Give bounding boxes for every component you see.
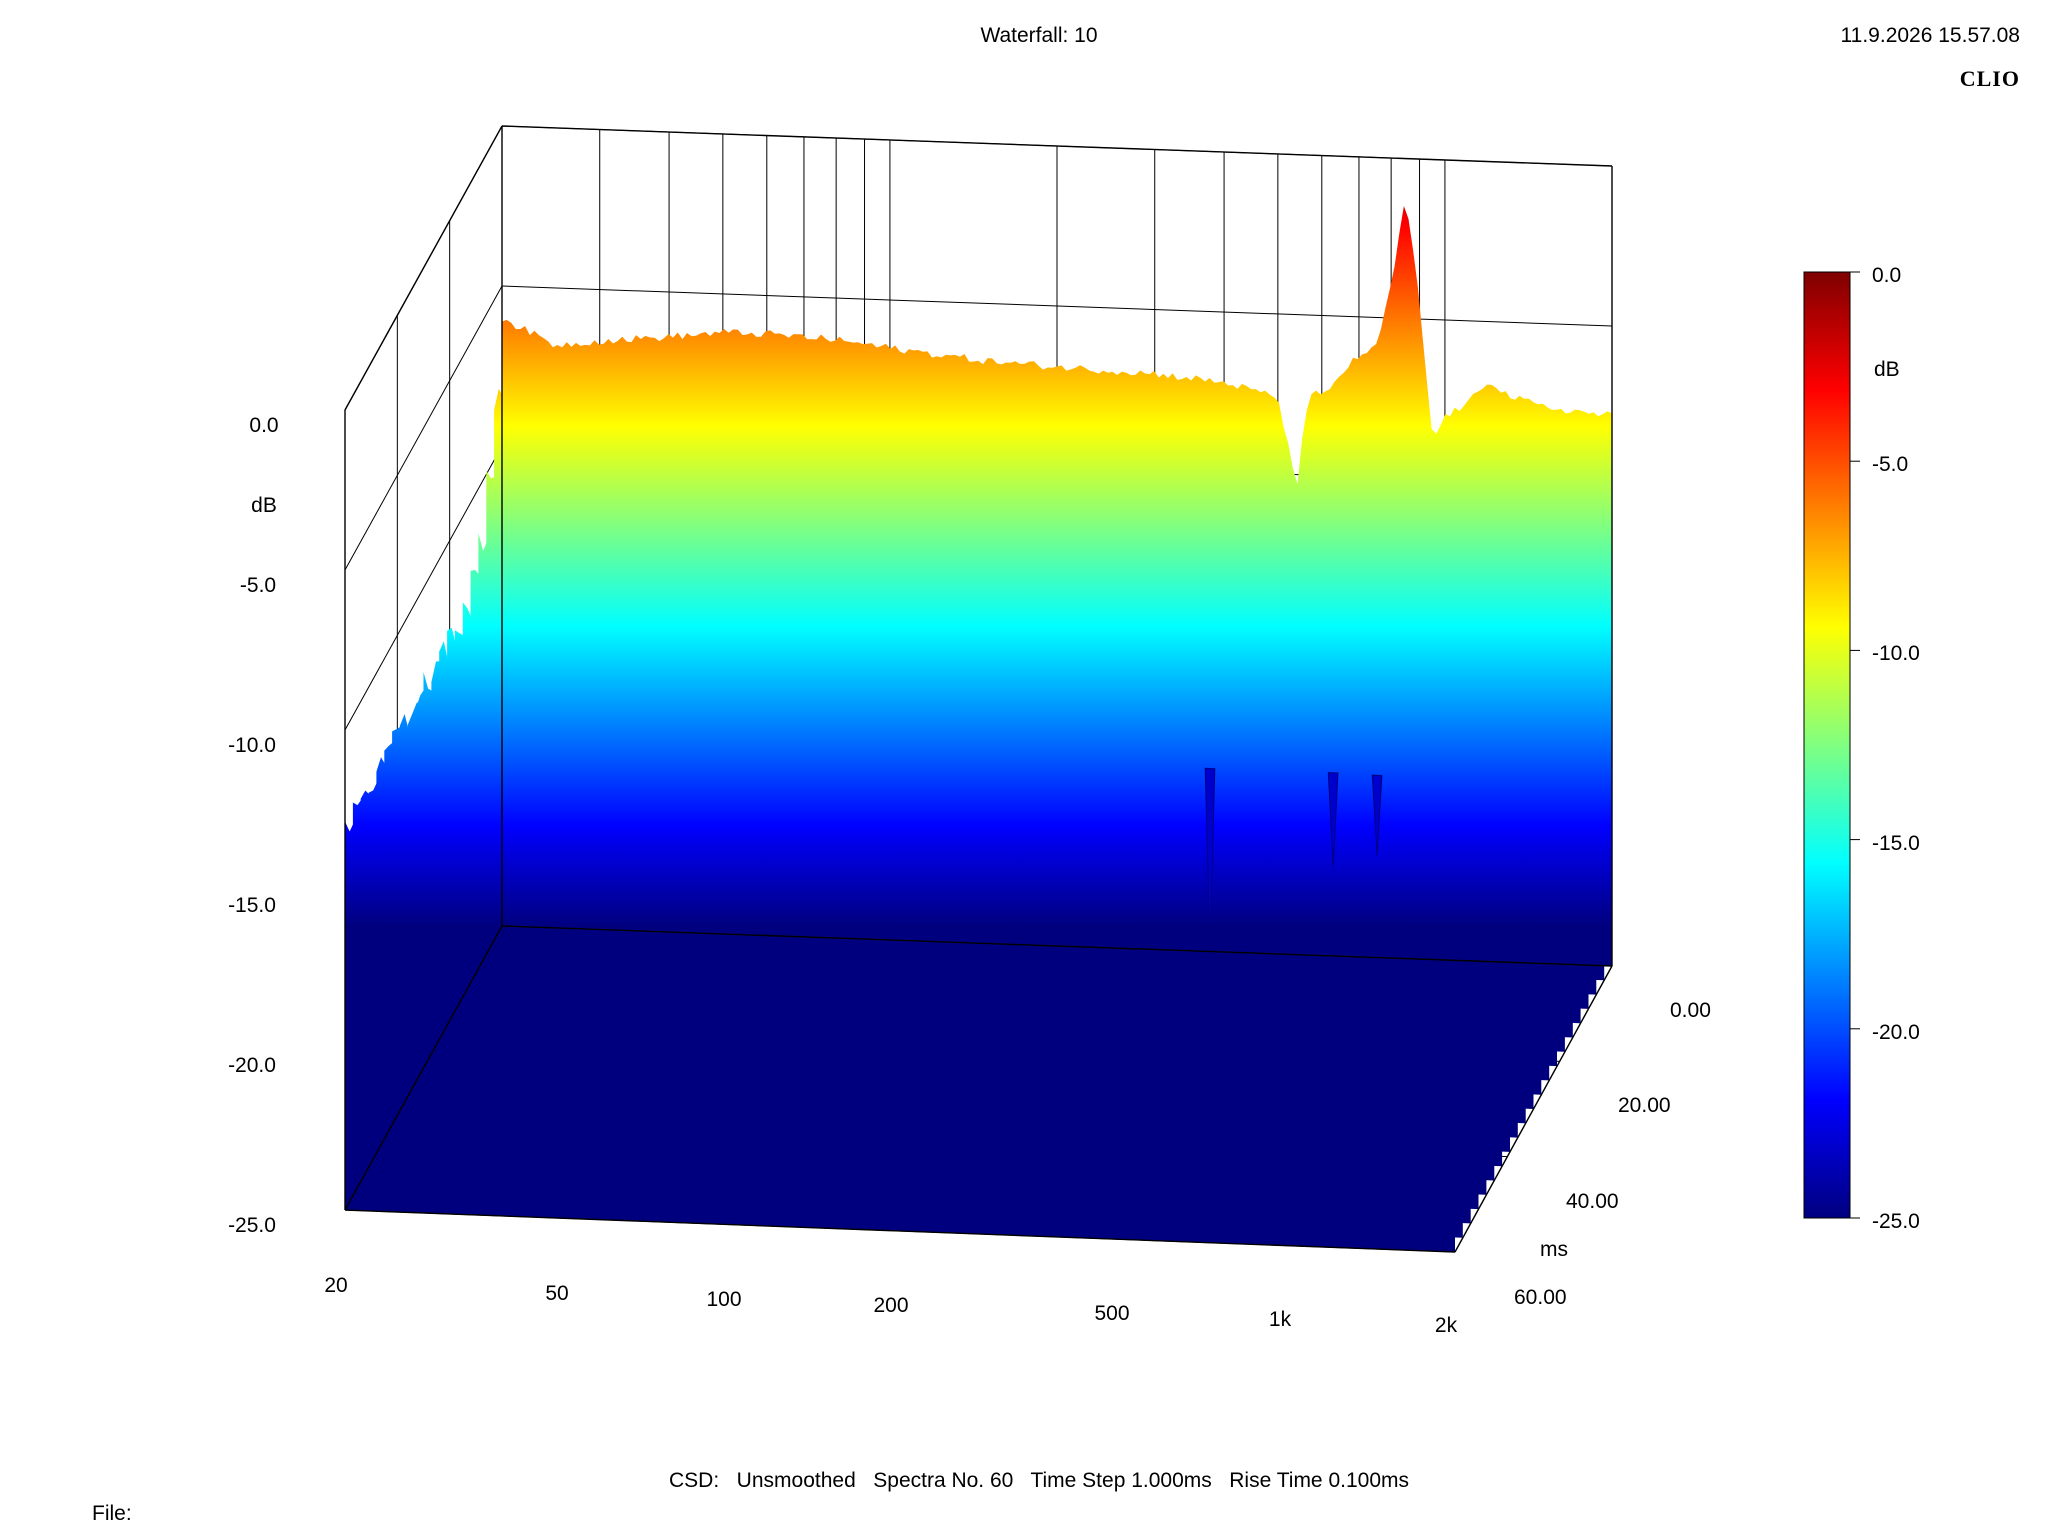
colorbar-tick-2: -10.0	[1872, 642, 1920, 665]
x-axis-tick-500: 500	[1094, 1302, 1130, 1325]
x-axis-tick-2k: 2k	[1434, 1314, 1458, 1337]
y-axis-tick-40: 40.00	[1566, 1190, 1619, 1213]
x-axis-tick-1k: 1k	[1268, 1308, 1292, 1331]
y-axis-tick-60: 60.00	[1514, 1286, 1567, 1309]
x-axis-tick-100: 100	[706, 1288, 742, 1311]
z-axis-label: dB	[251, 494, 277, 517]
colorbar-tick-4: -20.0	[1872, 1021, 1920, 1044]
decay-notch-1	[1327, 772, 1339, 867]
plot-frame	[344, 125, 1613, 1253]
frame-edge-1	[501, 125, 1613, 167]
brand-logo: CLIO	[1959, 66, 2020, 91]
x-axis-tick-20: 20	[324, 1274, 348, 1297]
x-axis-tick-200: 200	[873, 1294, 909, 1317]
colorbar-ramp	[1803, 271, 1851, 1219]
frame-edge-8	[1454, 965, 1613, 1253]
back-grid-hline-4	[501, 285, 1613, 327]
z-axis-tick-3: -15.0	[228, 894, 276, 917]
z-axis-tick-4: -20.0	[228, 1054, 276, 1077]
file-label: File:	[92, 1502, 132, 1525]
datetime-stamp: 11.9.2026 15.57.08	[1840, 24, 2020, 47]
decay-notch-2	[1371, 774, 1383, 856]
y-axis-tick-0: 0.00	[1670, 999, 1711, 1022]
csd-settings-line: CSD: Unsmoothed Spectra No. 60 Time Step…	[669, 1469, 1409, 1492]
colorbar-tick-5: -25.0	[1872, 1210, 1920, 1233]
y-axis-tick-20: 20.00	[1618, 1094, 1671, 1117]
waterfall-surface	[345, 206, 1612, 1252]
colorbar	[1803, 271, 1860, 1219]
left-grid-hline-4	[344, 285, 503, 571]
z-axis-tick-1: -5.0	[239, 574, 277, 597]
x-axis-tick-50: 50	[545, 1282, 569, 1305]
chart-title: Waterfall: 10	[980, 24, 1098, 47]
frame-edge-0	[501, 925, 1613, 967]
colorbar-tick-3: -15.0	[1872, 832, 1920, 855]
decay-notch-0	[1204, 767, 1216, 946]
frame-edge-7	[344, 125, 503, 411]
colorbar-tick-1: -5.0	[1872, 453, 1909, 476]
y-axis-label: ms	[1540, 1238, 1568, 1261]
frame-edge-6	[344, 925, 503, 1211]
z-axis-tick-5: -25.0	[228, 1214, 276, 1237]
colorbar-tick-0: 0.0	[1872, 264, 1902, 287]
z-axis-tick-0: 0.0	[249, 414, 279, 437]
decay-notches	[1204, 767, 1383, 946]
frame-edge-4	[344, 1209, 1456, 1253]
left-grid-hline-3	[344, 445, 503, 731]
z-axis-tick-2: -10.0	[228, 734, 276, 757]
colorbar-label: dB	[1874, 358, 1900, 381]
